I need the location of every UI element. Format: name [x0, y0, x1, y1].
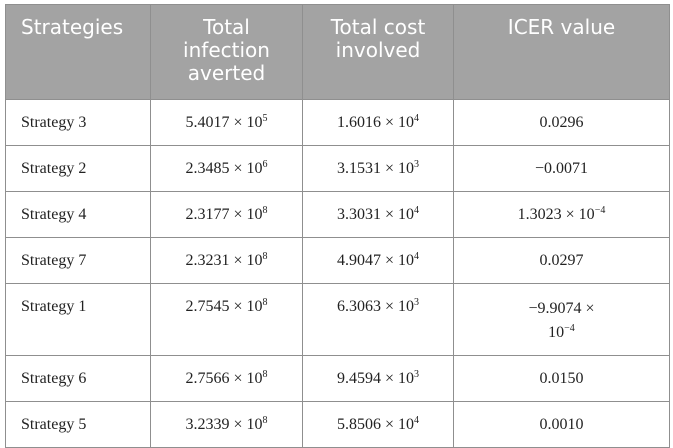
- strategy-cell: Strategy 5: [5, 401, 151, 448]
- averted-cell: 2.7566 × 108: [150, 355, 303, 402]
- icer-cell: 0.0296: [453, 99, 670, 146]
- strategy-cell: Strategy 2: [5, 145, 151, 192]
- averted-cell: 2.3231 × 108: [150, 237, 303, 284]
- icer-cell: 0.0150: [453, 355, 670, 402]
- icer-cell: 0.0297: [453, 237, 670, 284]
- cost-cell: 5.8506 × 104: [302, 401, 454, 448]
- table-row: Strategy 4 2.3177 × 108 3.3031 × 104 1.3…: [5, 191, 670, 238]
- icer-cell: 1.3023 × 10−4: [453, 191, 670, 238]
- icer-table: Strategies Total infection averted Total…: [5, 4, 670, 448]
- strategy-cell: Strategy 1: [5, 283, 151, 356]
- table-row: Strategy 2 2.3485 × 106 3.1531 × 103 −0.…: [5, 145, 670, 192]
- cost-cell: 4.9047 × 104: [302, 237, 454, 284]
- header-total-infection-averted: Total infection averted: [150, 4, 303, 100]
- cost-cell: 3.3031 × 104: [302, 191, 454, 238]
- table-row: Strategy 1 2.7545 × 108 6.3063 × 103 −9.…: [5, 283, 670, 356]
- table-row: Strategy 6 2.7566 × 108 9.4594 × 103 0.0…: [5, 355, 670, 402]
- table-row: Strategy 7 2.3231 × 108 4.9047 × 104 0.0…: [5, 237, 670, 284]
- header-strategies: Strategies: [5, 4, 151, 100]
- icer-cell: 0.0010: [453, 401, 670, 448]
- cost-cell: 9.4594 × 103: [302, 355, 454, 402]
- icer-cell: −9.9074 × 10−4: [453, 283, 670, 356]
- averted-cell: 2.7545 × 108: [150, 283, 303, 356]
- strategy-cell: Strategy 4: [5, 191, 151, 238]
- strategy-cell: Strategy 7: [5, 237, 151, 284]
- header-total-cost-involved: Total cost involved: [302, 4, 454, 100]
- strategy-cell: Strategy 3: [5, 99, 151, 146]
- header-icer-value: ICER value: [453, 4, 670, 100]
- icer-cell: −0.0071: [453, 145, 670, 192]
- averted-cell: 5.4017 × 105: [150, 99, 303, 146]
- averted-cell: 3.2339 × 108: [150, 401, 303, 448]
- cost-cell: 1.6016 × 104: [302, 99, 454, 146]
- table-row: Strategy 5 3.2339 × 108 5.8506 × 104 0.0…: [5, 401, 670, 448]
- cost-cell: 6.3063 × 103: [302, 283, 454, 356]
- averted-cell: 2.3177 × 108: [150, 191, 303, 238]
- strategy-cell: Strategy 6: [5, 355, 151, 402]
- table-row: Strategy 3 5.4017 × 105 1.6016 × 104 0.0…: [5, 99, 670, 146]
- cost-cell: 3.1531 × 103: [302, 145, 454, 192]
- averted-cell: 2.3485 × 106: [150, 145, 303, 192]
- header-row: Strategies Total infection averted Total…: [5, 4, 670, 100]
